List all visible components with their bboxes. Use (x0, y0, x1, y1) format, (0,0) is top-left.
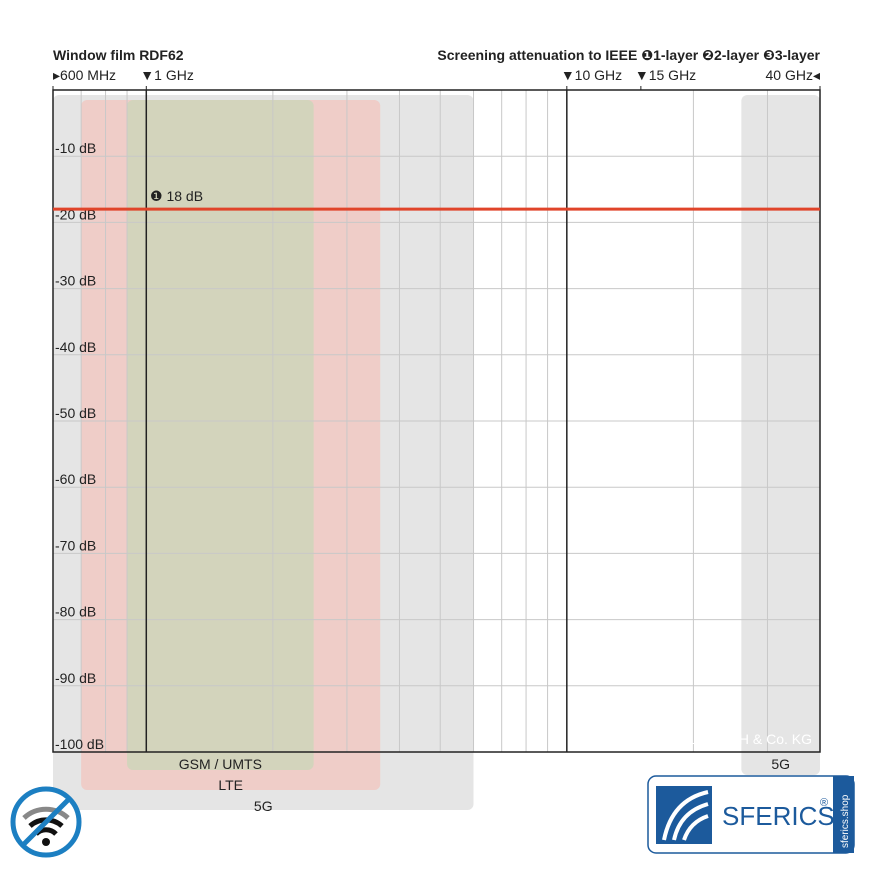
plot-frame (52, 89, 821, 753)
band-label: 5G (771, 756, 790, 772)
brand-mark: ® (820, 797, 828, 809)
y-tick-label: -50 dB (55, 405, 96, 421)
brand-site: sferics.shop (840, 794, 851, 848)
y-tick-label: -10 dB (55, 140, 96, 156)
brand-logo: SFERICS ® sferics.shop (647, 775, 855, 854)
y-tick-label: -100 dB (55, 736, 104, 752)
band-label: LTE (218, 777, 243, 793)
y-tick-label: -80 dB (55, 604, 96, 620)
y-tick-label: -30 dB (55, 273, 96, 289)
x-tick-label: 40 GHz◂ (766, 67, 821, 83)
x-tick-label: ▼15 GHz (635, 67, 696, 83)
no-wifi-icon (10, 786, 82, 858)
copyright: © YSHIELD GmbH & Co. KG (631, 731, 812, 747)
y-tick-label: -90 dB (55, 670, 96, 686)
band-label: 5G (254, 798, 273, 814)
x-tick-label: ▼10 GHz (561, 67, 622, 83)
x-tick-label: ▼1 GHz (140, 67, 194, 83)
y-tick-label: -70 dB (55, 537, 96, 553)
line-label: ❶ 18 dB (150, 188, 203, 204)
band-label: GSM / UMTS (179, 756, 262, 772)
frequency-band (127, 100, 314, 770)
chart-subtitle: Screening attenuation to IEEE ❶1-layer ❷… (437, 47, 820, 63)
chart-title: Window film RDF62 (53, 47, 184, 63)
x-tick-label: ▸600 MHz (53, 67, 116, 83)
brand-name: SFERICS (722, 801, 835, 831)
frequency-band (741, 95, 820, 775)
y-tick-label: -60 dB (55, 471, 96, 487)
y-tick-label: -40 dB (55, 339, 96, 355)
